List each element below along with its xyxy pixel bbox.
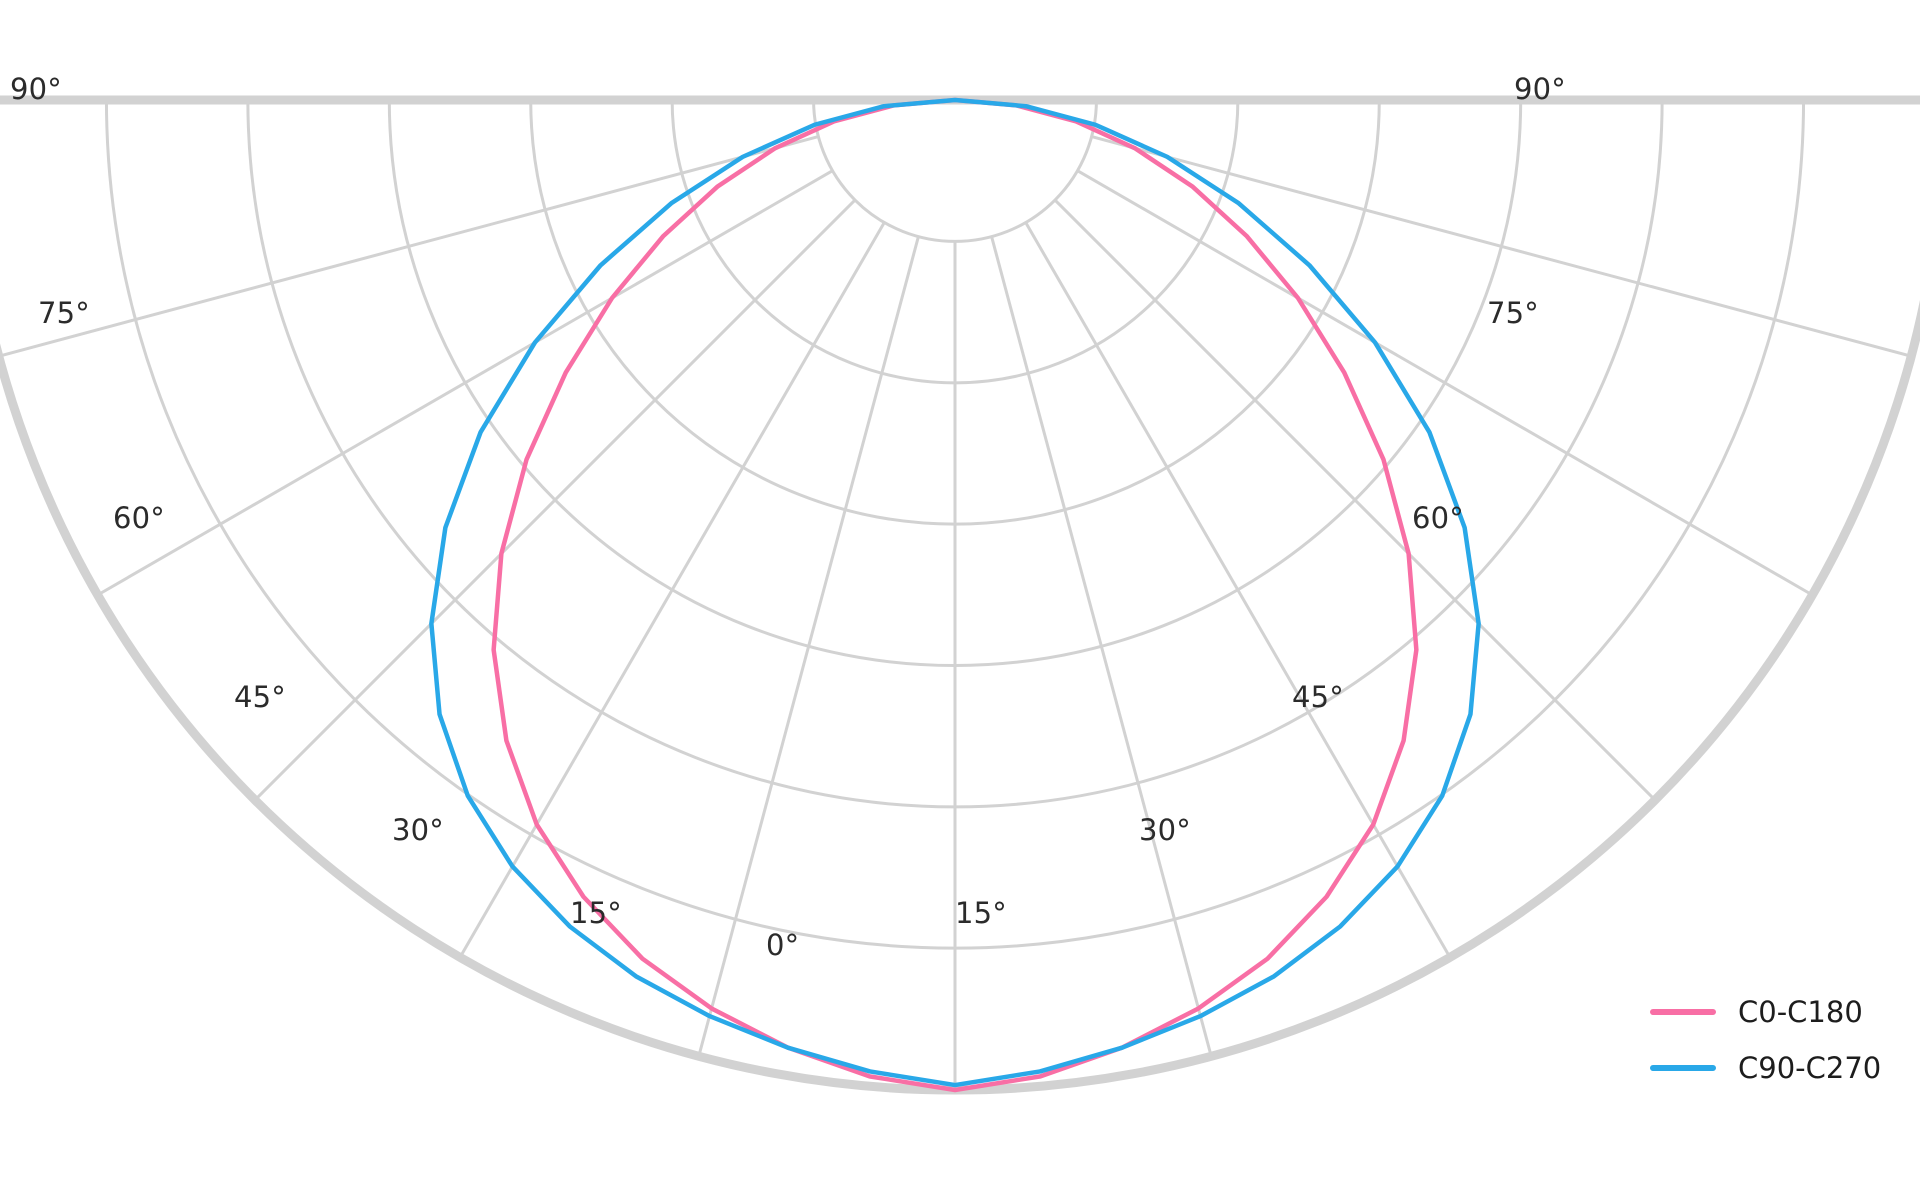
axis-label-right-9: 45° <box>1292 680 1345 714</box>
series-group <box>429 97 1481 1093</box>
legend-item-0[interactable]: C0-C180 <box>1650 995 1881 1029</box>
legend-swatch-icon <box>1650 1065 1716 1071</box>
grid-spoke--60 <box>96 169 834 597</box>
grid-spoke-15 <box>990 236 1213 1057</box>
axis-label-left-3: 45° <box>234 680 287 714</box>
grid-spoke--45 <box>253 198 857 802</box>
legend-swatch-icon <box>1650 1009 1716 1015</box>
axis-label-left-1: 75° <box>38 296 91 330</box>
series-curve-c0-c180 <box>491 97 1419 1093</box>
grid-spoke--15 <box>697 236 920 1057</box>
axis-label-right-7: 15° <box>955 896 1008 930</box>
axis-label-right-11: 75° <box>1487 296 1540 330</box>
legend-label: C90-C270 <box>1738 1051 1882 1085</box>
grid-spoke--75 <box>0 135 819 358</box>
axis-label-right-12: 90° <box>1514 72 1567 106</box>
grid-spoke-75 <box>1091 135 1912 358</box>
grid-spoke-60 <box>1076 169 1814 597</box>
axis-label-left-2: 60° <box>113 501 166 535</box>
legend-item-1[interactable]: C90-C270 <box>1650 1051 1881 1085</box>
legend-label: C0-C180 <box>1738 995 1863 1029</box>
axis-label-left-4: 30° <box>392 813 445 847</box>
grid-spoke-45 <box>1053 198 1657 802</box>
axis-label-left-5: 15° <box>570 896 623 930</box>
axis-label-center-6: 0° <box>766 928 800 962</box>
axis-label-right-10: 60° <box>1412 501 1465 535</box>
chart-legend: C0-C180 C90-C270 <box>1650 995 1881 1085</box>
series-curve-c90-c270 <box>429 97 1481 1088</box>
grid-spoke-30 <box>1024 221 1452 959</box>
grid-outer-arc <box>0 299 1920 1095</box>
axis-label-left-0: 90° <box>10 72 63 106</box>
grid-group <box>0 95 1920 1095</box>
axis-label-right-8: 30° <box>1139 813 1192 847</box>
grid-spoke--30 <box>458 221 886 959</box>
grid-arc-1 <box>812 99 1098 243</box>
